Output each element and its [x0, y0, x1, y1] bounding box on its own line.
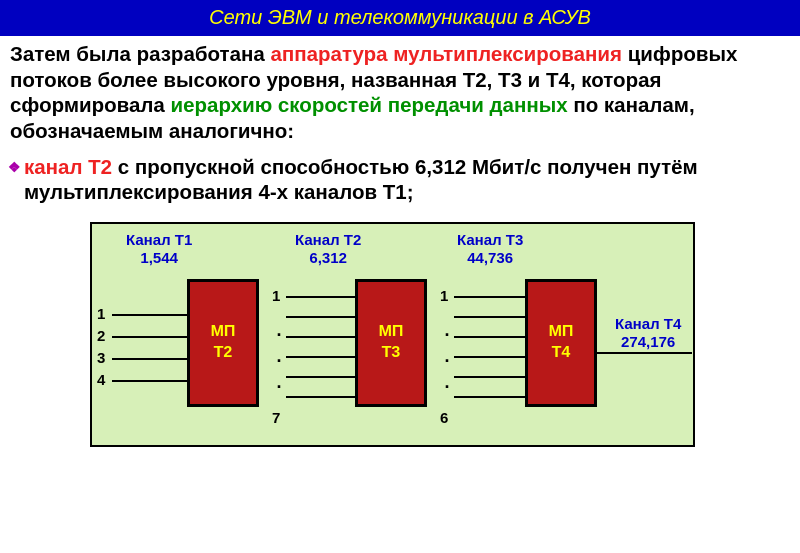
g2-num-top: 1	[272, 288, 280, 305]
g1-num-2: 3	[97, 350, 105, 367]
g1-wire-1	[112, 336, 187, 339]
g3-wire-3	[454, 356, 525, 359]
channel-label-2: Канал Т344,736	[457, 232, 523, 268]
paragraph-2: ❖ канал Т2 с пропускной способностью 6,3…	[10, 155, 786, 206]
output-wire	[597, 352, 692, 355]
g3-dot-0: .	[442, 320, 452, 341]
g2-dot-2: .	[274, 372, 284, 393]
p1-part-b: аппаратура мультиплексирования	[270, 43, 622, 66]
g1-wire-0	[112, 314, 187, 317]
channel-label-0: Канал Т11,544	[126, 232, 192, 268]
g2-wire-3	[286, 356, 355, 359]
multiplexer-box-1: МПТ3	[355, 279, 427, 407]
paragraph-1: Затем была разработана аппаратура мульти…	[10, 42, 786, 145]
channel-label-1: Канал Т26,312	[295, 232, 361, 268]
g2-num-bottom: 7	[272, 410, 280, 427]
g3-num-top: 1	[440, 288, 448, 305]
g3-wire-4	[454, 376, 525, 379]
g3-wire-5	[454, 396, 525, 399]
g1-wire-3	[112, 380, 187, 383]
g2-dot-0: .	[274, 320, 284, 341]
g1-num-3: 4	[97, 372, 105, 389]
g3-dot-2: .	[442, 372, 452, 393]
multiplexer-box-0: МПТ2	[187, 279, 259, 407]
g2-wire-1	[286, 316, 355, 319]
diagram-wrap: Канал Т11,544 Канал Т26,312 Канал Т344,736…	[0, 212, 800, 447]
bullet-icon: ❖	[8, 159, 21, 177]
content-area: Затем была разработана аппаратура мульти…	[0, 36, 800, 212]
g2-wire-5	[286, 396, 355, 399]
header-title: Сети ЭВМ и телекоммуникации в АСУВ	[209, 7, 591, 30]
multiplexer-box-2: МПТ4	[525, 279, 597, 407]
g3-dot-1: .	[442, 346, 452, 367]
g2-wire-4	[286, 376, 355, 379]
p2-part-a: канал Т2	[24, 156, 112, 179]
g3-wire-1	[454, 316, 525, 319]
g1-wire-2	[112, 358, 187, 361]
slide-header: Сети ЭВМ и телекоммуникации в АСУВ	[0, 0, 800, 36]
g3-wire-2	[454, 336, 525, 339]
g2-dot-1: .	[274, 346, 284, 367]
g1-num-0: 1	[97, 306, 105, 323]
g1-num-1: 2	[97, 328, 105, 345]
p2-part-b: с пропускной способностью 6,312 Мбит/с п…	[24, 156, 698, 205]
g3-num-bottom: 6	[440, 410, 448, 427]
multiplexing-diagram: Канал Т11,544 Канал Т26,312 Канал Т344,736…	[90, 222, 695, 447]
g3-wire-0	[454, 296, 525, 299]
p1-part-d: иерархию скоростей передачи данных	[171, 94, 568, 117]
g2-wire-2	[286, 336, 355, 339]
channel-label-3: Канал Т4274,176	[615, 316, 681, 352]
g2-wire-0	[286, 296, 355, 299]
p1-part-a: Затем была разработана	[10, 43, 270, 66]
